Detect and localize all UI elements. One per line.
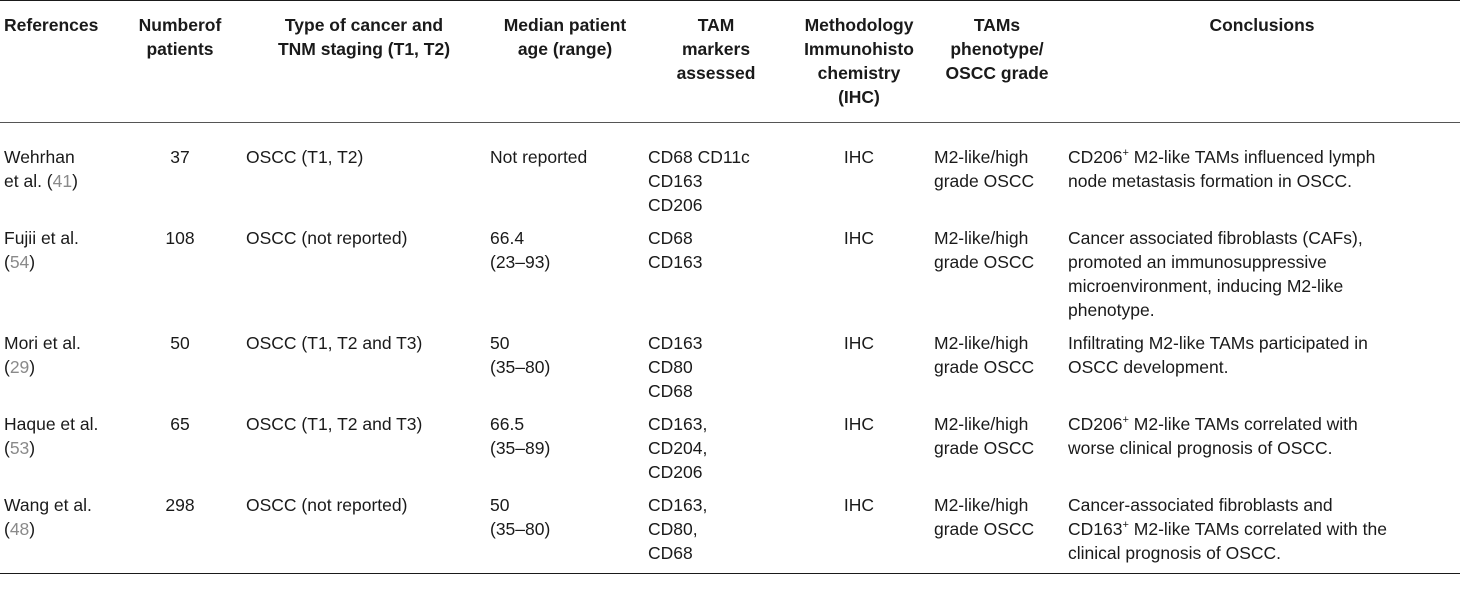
table-row: Fujii et al. (54) 108 OSCC (not reported… [0, 226, 1460, 331]
cell-patients: 298 [165, 495, 195, 515]
header-median-age: Median patient age (range) [503, 15, 627, 59]
cell-median-age: 50 (35–80) [490, 495, 551, 539]
table-row: Mori et al. (29) 50 OSCC (T1, T2 and T3)… [0, 331, 1460, 412]
cell-markers: CD68 CD11c CD163 CD206 [648, 147, 750, 215]
cell-cancer-type: OSCC (T1, T2 and T3) [246, 333, 423, 353]
superscript-plus: + [1122, 414, 1129, 427]
conclusion-text-rest: M2-like TAMs correlated with the clinica… [1068, 519, 1387, 563]
citation-link[interactable]: 29 [9, 357, 30, 377]
cell-reference: Wehrhan et al. (41) [0, 123, 118, 227]
citation-link[interactable]: 41 [52, 171, 73, 191]
header-conclusions: Conclusions [1209, 15, 1315, 35]
conclusion-text-rest: M2-like TAMs correlated with worse clini… [1068, 414, 1358, 458]
cell-patients: 50 [170, 333, 190, 353]
cell-reference: Haque et al. (53) [0, 412, 118, 493]
cell-cancer-type: OSCC (not reported) [246, 495, 408, 515]
cell-reference: Fujii et al. (54) [0, 226, 118, 331]
cell-conclusion: Infiltrating M2-like TAMs participated i… [1064, 331, 1460, 412]
header-cancer-type: Type of cancer and TNM staging (T1, T2) [277, 15, 451, 59]
header-tam-markers: TAM markers assessed [676, 15, 756, 83]
table-row: Wang et al. (48) 298 OSCC (not reported)… [0, 493, 1460, 574]
reference-authors: Mori et al. ( [4, 333, 81, 377]
citation-link[interactable]: 53 [9, 438, 30, 458]
cell-phenotype: M2-like/high grade OSCC [934, 495, 1035, 539]
cell-conclusion: Cancer associated fibroblasts (CAFs), pr… [1064, 226, 1460, 331]
reference-authors: Fujii et al. ( [4, 228, 79, 272]
cell-methodology: IHC [843, 147, 875, 167]
conclusion-text-rest: M2-like TAMs influenced lymph node metas… [1068, 147, 1376, 191]
cell-patients: 108 [165, 228, 195, 248]
header-row: References Numberof patients Type of can… [0, 0, 1460, 123]
cell-methodology: IHC [843, 228, 875, 248]
cell-cancer-type: OSCC (T1, T2 and T3) [246, 414, 423, 434]
cell-conclusion: CD206+ M2-like TAMs influenced lymph nod… [1064, 123, 1460, 227]
reference-authors: Wang et al. ( [4, 495, 92, 539]
reference-close: ) [29, 357, 36, 377]
cell-median-age: 66.5 (35–89) [490, 414, 551, 458]
cell-phenotype: M2-like/high grade OSCC [934, 147, 1035, 191]
conclusion-text: Cancer-associated fibroblasts and CD163 [1068, 495, 1333, 539]
reference-close: ) [72, 171, 78, 191]
cell-methodology: IHC [843, 333, 875, 353]
cell-markers: CD68 CD163 [648, 228, 703, 272]
citation-link[interactable]: 54 [9, 252, 30, 272]
superscript-plus: + [1122, 147, 1129, 160]
cell-phenotype: M2-like/high grade OSCC [934, 228, 1035, 272]
header-references: References [4, 15, 99, 35]
cell-patients: 37 [170, 147, 190, 167]
table-row: Haque et al. (53) 65 OSCC (T1, T2 and T3… [0, 412, 1460, 493]
cell-patients: 65 [170, 414, 190, 434]
cell-reference: Mori et al. (29) [0, 331, 118, 412]
reference-close: ) [29, 438, 36, 458]
header-methodology: Methodology Immunohisto chemistry (IHC) [804, 15, 914, 107]
cell-markers: CD163, CD204, CD206 [648, 414, 708, 482]
reference-close: ) [29, 252, 36, 272]
cell-median-age: 50 (35–80) [490, 333, 551, 377]
conclusion-text: CD206 [1068, 147, 1123, 167]
table-row: Wehrhan et al. (41) 37 OSCC (T1, T2) Not… [0, 123, 1460, 227]
reference-authors: Wehrhan et al. ( [4, 147, 75, 191]
conclusion-text: Infiltrating M2-like TAMs participated i… [1068, 333, 1368, 377]
cell-median-age: Not reported [490, 147, 588, 167]
cell-reference: Wang et al. (48) [0, 493, 118, 574]
cell-conclusion: CD206+ M2-like TAMs correlated with wors… [1064, 412, 1460, 493]
studies-table: References Numberof patients Type of can… [0, 0, 1460, 574]
citation-link[interactable]: 48 [9, 519, 30, 539]
header-phenotype: TAMs phenotype/ OSCC grade [945, 15, 1049, 83]
reference-authors: Haque et al. ( [4, 414, 99, 458]
reference-close: ) [29, 519, 36, 539]
superscript-plus: + [1122, 519, 1129, 532]
cell-phenotype: M2-like/high grade OSCC [934, 414, 1035, 458]
cell-markers: CD163, CD80, CD68 [648, 495, 708, 563]
conclusion-text: Cancer associated fibroblasts (CAFs), pr… [1068, 228, 1363, 320]
cell-cancer-type: OSCC (T1, T2) [246, 147, 364, 167]
cell-cancer-type: OSCC (not reported) [246, 228, 408, 248]
cell-median-age: 66.4 (23–93) [490, 228, 551, 272]
cell-markers: CD163 CD80 CD68 [648, 333, 703, 401]
cell-phenotype: M2-like/high grade OSCC [934, 333, 1035, 377]
cell-conclusion: Cancer-associated fibroblasts and CD163+… [1064, 493, 1460, 574]
cell-methodology: IHC [843, 414, 875, 434]
conclusion-text: CD206 [1068, 414, 1123, 434]
header-patients: Numberof patients [138, 15, 222, 59]
cell-methodology: IHC [843, 495, 875, 515]
